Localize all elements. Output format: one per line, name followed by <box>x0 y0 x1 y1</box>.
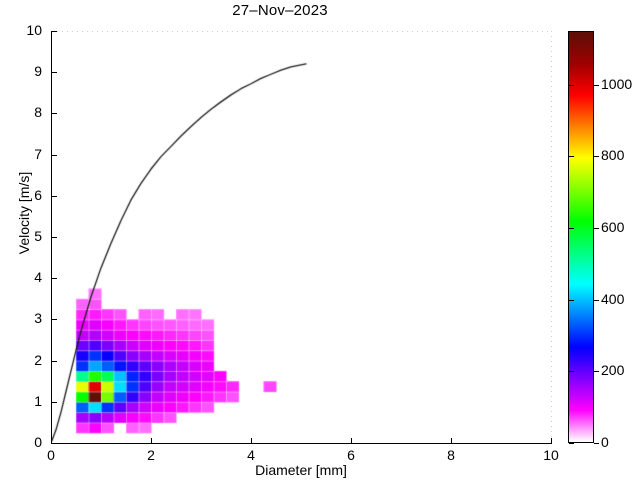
y-tick-label: 8 <box>34 104 42 121</box>
x-tick-mark <box>151 438 152 443</box>
x-tick-mark <box>351 438 352 443</box>
y-axis-label: Velocity [m/s] <box>16 171 32 255</box>
x-tick-mark <box>51 438 52 443</box>
colorbar-gradient <box>569 32 593 442</box>
colorbar-tick-mark <box>594 443 599 444</box>
plot-right-rule <box>551 31 552 443</box>
x-tick-label: 0 <box>47 447 55 463</box>
x-tick-label: 4 <box>247 447 255 463</box>
x-tick-label: 2 <box>147 447 155 463</box>
colorbar-tick-mark <box>594 84 599 86</box>
colorbar-tick-mark-inner <box>569 371 574 373</box>
y-tick-label: 10 <box>26 22 42 38</box>
y-tick-label: 0 <box>34 434 42 450</box>
colorbar-tick-mark-inner <box>569 299 574 301</box>
colorbar-tick-mark-inner <box>569 84 574 86</box>
colorbar-tick-mark <box>594 371 599 373</box>
y-tick-mark <box>52 237 57 238</box>
colorbar-tick-mark-inner <box>569 156 574 158</box>
terminal-velocity-curve <box>51 31 551 443</box>
colorbar-tick-label: 0 <box>601 434 609 450</box>
y-tick-label: 2 <box>34 351 42 368</box>
y-tick-mark <box>52 401 57 403</box>
y-tick-label: 6 <box>34 186 42 203</box>
colorbar-tick-label: 600 <box>601 219 625 236</box>
colorbar-tick-label: 400 <box>601 290 625 307</box>
x-tick-mark <box>451 438 452 443</box>
y-tick-mark <box>52 154 57 156</box>
x-axis-line <box>51 443 552 444</box>
y-tick-label: 1 <box>34 392 42 409</box>
colorbar-tick-mark-inner <box>569 228 574 230</box>
y-tick-mark <box>52 319 57 321</box>
y-tick-mark <box>52 113 57 115</box>
colorbar-tick-label: 1000 <box>601 75 633 92</box>
y-tick-label: 7 <box>34 145 42 162</box>
y-tick-mark <box>52 278 57 280</box>
chart-title: 27–Nov–2023 <box>232 2 328 19</box>
colorbar-tick-label: 200 <box>601 362 625 379</box>
x-tick-label: 6 <box>347 447 355 463</box>
colorbar-tick-mark <box>594 228 599 230</box>
x-tick-mark <box>251 438 252 443</box>
x-tick-label: 8 <box>447 447 455 463</box>
y-tick-label: 5 <box>34 228 42 244</box>
plot-top-rule <box>52 31 551 32</box>
colorbar-tick-label: 800 <box>601 147 625 164</box>
x-tick-label: 10 <box>543 447 559 463</box>
x-tick-mark <box>551 438 552 443</box>
y-tick-mark <box>52 72 57 74</box>
colorbar-tick-mark-inner <box>569 443 574 444</box>
y-tick-mark <box>52 195 57 197</box>
y-tick-mark <box>52 443 57 444</box>
y-tick-mark <box>52 31 57 32</box>
y-axis-line <box>51 31 52 444</box>
y-tick-mark <box>52 360 57 362</box>
colorbar <box>568 31 594 443</box>
y-tick-label: 4 <box>34 269 42 286</box>
x-axis-label: Diameter [mm] <box>255 462 347 478</box>
colorbar-tick-mark <box>594 156 599 158</box>
colorbar-tick-mark <box>594 299 599 301</box>
y-tick-label: 3 <box>34 310 42 327</box>
y-tick-label: 9 <box>34 63 42 80</box>
